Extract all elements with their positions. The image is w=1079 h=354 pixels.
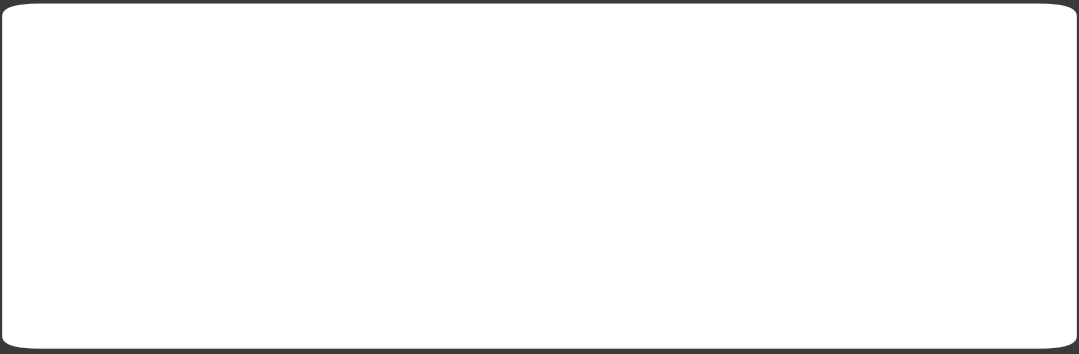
Text: the ball hits the elevator.: the ball hits the elevator. bbox=[32, 262, 381, 290]
Text: elevator shaft with an initial velocity of 18 m/s. At the: elevator shaft with an initial velocity … bbox=[32, 142, 780, 170]
Text: same instant, an open-platform elevator passes the 5 m: same instant, an open-platform elevator … bbox=[32, 182, 816, 210]
Text: Rectilinear Motion Sample Problem: Rectilinear Motion Sample Problem bbox=[40, 38, 870, 80]
Bar bbox=[32, 25, 877, 92]
Text: 10. A ball is thrown vertically from the 12 m level in the: 10. A ball is thrown vertically from the… bbox=[32, 102, 808, 130]
Text: BGCDASMARINAS: BGCDASMARINAS bbox=[855, 152, 947, 166]
Text: level moving upward at 2 m/s. Determine when and where: level moving upward at 2 m/s. Determine … bbox=[32, 222, 850, 250]
